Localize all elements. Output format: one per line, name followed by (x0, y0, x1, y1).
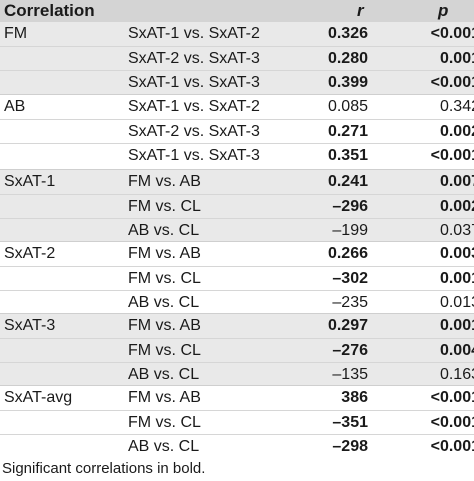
r-value-cell: 0.399 (327, 74, 368, 91)
p-value-cell: 0.001 (439, 317, 474, 334)
comparison-cell: FM vs. CL (128, 198, 201, 215)
group-sxat-avg: SxAT-avg FM vs. AB 386 <0.001 FM vs. CL –351 <… (0, 385, 474, 458)
table-row: FM vs. AB 386 <0.001 (0, 386, 474, 410)
table-row: AB vs. CL –199 0.037 (0, 218, 474, 243)
p-value-cell: 0.001 (439, 50, 474, 67)
table-footnote: Significant correlations in bold. (2, 460, 206, 477)
table-row: AB vs. CL –135 0.163 (0, 362, 474, 387)
r-value-cell: –199 (332, 222, 368, 239)
comparison-cell: FM vs. AB (128, 173, 201, 190)
group-label: SxAT-3 (4, 317, 56, 334)
comparison-cell: AB vs. CL (128, 438, 200, 455)
comparison-cell: FM vs. AB (128, 389, 201, 406)
header-correlation: Correlation (4, 1, 95, 20)
r-value-cell: 0.326 (327, 25, 368, 42)
table-row: FM vs. CL –302 0.001 (0, 266, 474, 291)
r-value-cell: –296 (332, 198, 368, 215)
table-row: FM vs. AB 0.297 0.001 (0, 314, 474, 338)
group-label: SxAT-2 (4, 245, 56, 262)
group-label: SxAT-avg (4, 389, 73, 406)
r-value-cell: –276 (332, 342, 368, 359)
table-row: FM vs. CL –296 0.002 (0, 194, 474, 219)
table-header: Correlation r p (0, 0, 474, 22)
r-value-cell: 0.266 (327, 245, 368, 262)
r-value-cell: –302 (332, 270, 368, 287)
comparison-cell: AB vs. CL (128, 222, 200, 239)
comparison-cell: FM vs. CL (128, 414, 201, 431)
table-row: FM vs. CL –351 <0.001 (0, 410, 474, 435)
r-value-cell: 386 (341, 389, 368, 406)
group-label: SxAT-1 (4, 173, 56, 190)
table-row: FM vs. CL –276 0.004 (0, 338, 474, 363)
table-row: AB vs. CL –235 0.013 (0, 290, 474, 315)
table-row: FM vs. AB 0.266 0.003 (0, 242, 474, 266)
r-value-cell: 0.241 (327, 173, 368, 190)
comparison-cell: SxAT-1 vs. SxAT-3 (128, 74, 260, 91)
p-value-cell: <0.001 (430, 25, 474, 42)
comparison-cell: FM vs. CL (128, 342, 201, 359)
table-row: SxAT-1 vs. SxAT-3 0.399 <0.001 (0, 70, 474, 95)
comparison-cell: FM vs. AB (128, 245, 201, 262)
table-row: SxAT-1 vs. SxAT-3 0.351 <0.001 (0, 143, 474, 168)
header-r: r (357, 1, 364, 20)
comparison-cell: AB vs. CL (128, 366, 200, 383)
p-value-cell: 0.002 (439, 198, 474, 215)
table-row: SxAT-2 vs. SxAT-3 0.280 0.001 (0, 46, 474, 71)
r-value-cell: –298 (332, 438, 368, 455)
p-value-cell: 0.003 (439, 245, 474, 262)
table-row: AB vs. CL –298 <0.001 (0, 434, 474, 459)
p-value-cell: <0.001 (430, 74, 474, 91)
comparison-cell: FM vs. CL (128, 270, 201, 287)
p-value-cell: 0.002 (439, 123, 474, 140)
group-label: AB (4, 98, 26, 115)
p-value-cell: 0.004 (439, 342, 474, 359)
comparison-cell: SxAT-2 vs. SxAT-3 (128, 123, 260, 140)
table-row: FM vs. AB 0.241 0.007 (0, 170, 474, 194)
r-value-cell: –351 (332, 414, 368, 431)
p-value-cell: 0.342 (439, 98, 474, 115)
comparison-cell: SxAT-1 vs. SxAT-3 (128, 147, 260, 164)
group-label: FM (4, 25, 28, 42)
p-value-cell: 0.013 (439, 294, 474, 311)
p-value-cell: 0.001 (439, 270, 474, 287)
comparison-cell: SxAT-1 vs. SxAT-2 (128, 98, 260, 115)
comparison-cell: SxAT-2 vs. SxAT-3 (128, 50, 260, 67)
p-value-cell: 0.163 (439, 366, 474, 383)
comparison-cell: FM vs. AB (128, 317, 201, 334)
group-sxat-2: SxAT-2 FM vs. AB 0.266 0.003 FM vs. CL –302 0.… (0, 241, 474, 314)
r-value-cell: 0.351 (327, 147, 368, 164)
group-sxat-3: SxAT-3 FM vs. AB 0.297 0.001 FM vs. CL –276 0.… (0, 313, 474, 386)
p-value-cell: <0.001 (430, 414, 474, 431)
header-p: p (438, 1, 449, 20)
p-value-cell: 0.007 (439, 173, 474, 190)
p-value-cell: <0.001 (430, 147, 474, 164)
r-value-cell: 0.280 (327, 50, 368, 67)
r-value-cell: 0.297 (327, 317, 368, 334)
table-row: SxAT-2 vs. SxAT-3 0.271 0.002 (0, 119, 474, 144)
r-value-cell: –235 (332, 294, 368, 311)
group-sxat-1: SxAT-1 FM vs. AB 0.241 0.007 FM vs. CL –296 0.… (0, 169, 474, 242)
r-value-cell: 0.271 (327, 123, 368, 140)
p-value-cell: <0.001 (430, 389, 474, 406)
group-fm: FM SxAT-1 vs. SxAT-2 0.326 <0.001 SxAT-2 vs.… (0, 22, 474, 94)
r-value-cell: 0.085 (327, 98, 368, 115)
p-value-cell: <0.001 (430, 438, 474, 455)
r-value-cell: –135 (332, 366, 368, 383)
table-row: SxAT-1 vs. SxAT-2 0.326 <0.001 (0, 22, 474, 46)
table-row: SxAT-1 vs. SxAT-2 0.085 0.342 (0, 95, 474, 119)
comparison-cell: SxAT-1 vs. SxAT-2 (128, 25, 260, 42)
comparison-cell: AB vs. CL (128, 294, 200, 311)
p-value-cell: 0.037 (439, 222, 474, 239)
group-ab: AB SxAT-1 vs. SxAT-2 0.085 0.342 SxAT-2 vs. … (0, 94, 474, 167)
